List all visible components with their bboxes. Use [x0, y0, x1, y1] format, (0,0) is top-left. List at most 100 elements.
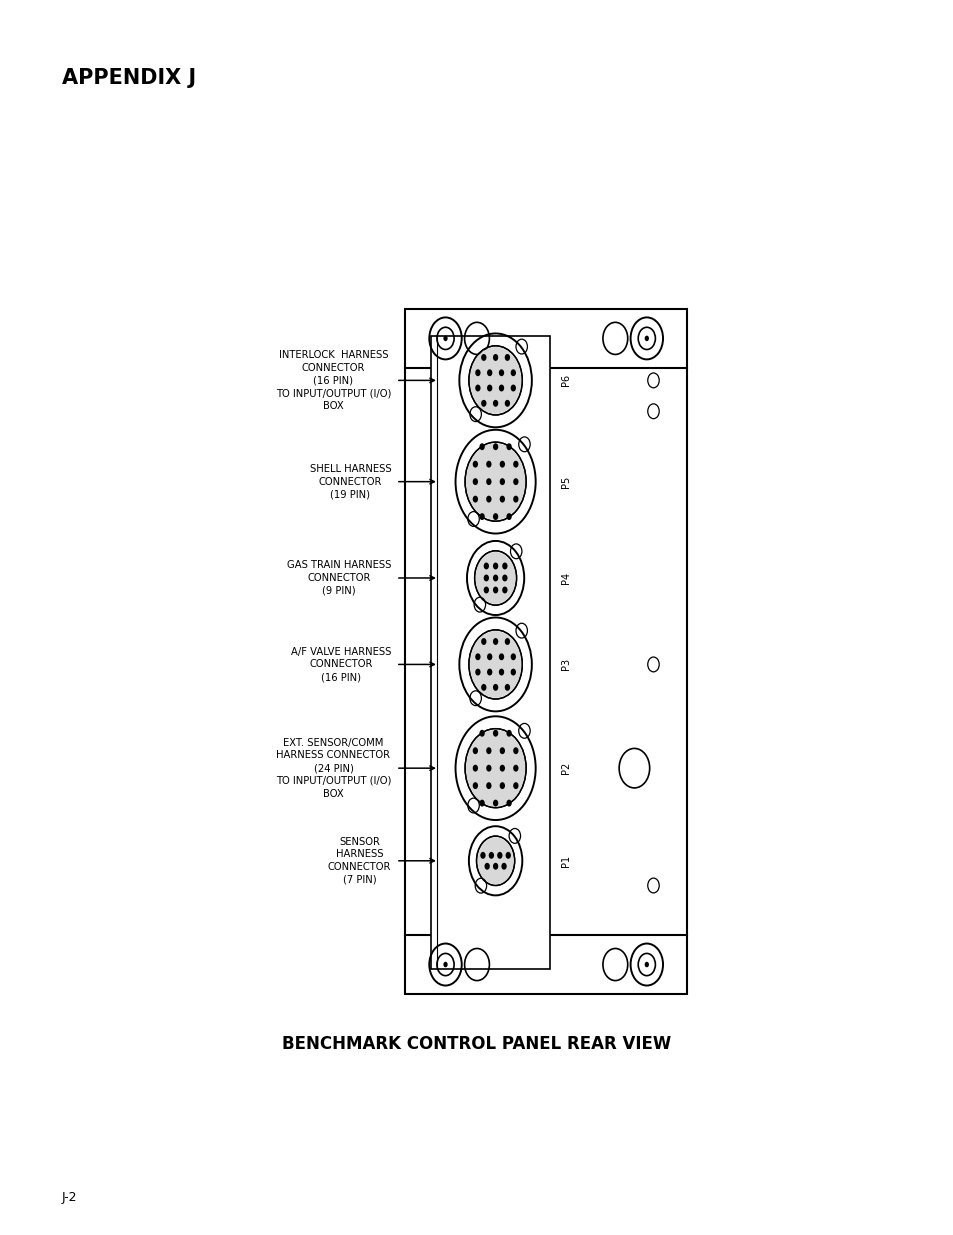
Circle shape	[513, 461, 518, 468]
Circle shape	[513, 782, 518, 789]
Circle shape	[506, 443, 511, 451]
Circle shape	[486, 747, 491, 755]
Circle shape	[510, 369, 516, 377]
Circle shape	[472, 747, 477, 755]
Circle shape	[475, 653, 480, 661]
Circle shape	[476, 837, 513, 884]
Circle shape	[480, 638, 486, 645]
Circle shape	[472, 782, 477, 789]
Circle shape	[475, 384, 480, 391]
Circle shape	[644, 336, 648, 341]
Circle shape	[465, 443, 524, 520]
Circle shape	[465, 730, 524, 806]
Circle shape	[493, 574, 497, 582]
Circle shape	[493, 638, 497, 645]
Circle shape	[443, 962, 447, 967]
Circle shape	[479, 513, 484, 520]
Circle shape	[501, 562, 507, 569]
Circle shape	[510, 668, 516, 676]
Circle shape	[498, 369, 503, 377]
Circle shape	[499, 461, 504, 468]
Circle shape	[479, 730, 484, 737]
Circle shape	[472, 495, 477, 503]
Circle shape	[501, 587, 507, 594]
Circle shape	[479, 852, 485, 858]
Circle shape	[499, 782, 504, 789]
Circle shape	[486, 495, 491, 503]
Bar	[431, 336, 550, 969]
Circle shape	[493, 863, 497, 869]
Circle shape	[480, 684, 486, 690]
Circle shape	[475, 369, 480, 377]
Circle shape	[472, 478, 477, 485]
Circle shape	[486, 764, 491, 772]
Circle shape	[479, 443, 484, 451]
Circle shape	[504, 684, 510, 690]
Circle shape	[472, 461, 477, 468]
Circle shape	[499, 764, 504, 772]
Text: P2: P2	[560, 762, 570, 774]
Circle shape	[513, 495, 518, 503]
Circle shape	[493, 443, 497, 451]
Circle shape	[501, 863, 506, 869]
Circle shape	[475, 668, 480, 676]
Circle shape	[513, 764, 518, 772]
Text: A/F VALVE HARNESS
CONNECTOR
(16 PIN): A/F VALVE HARNESS CONNECTOR (16 PIN)	[291, 647, 391, 682]
Circle shape	[493, 587, 497, 594]
Circle shape	[505, 852, 511, 858]
Circle shape	[506, 730, 511, 737]
Text: GAS TRAIN HARNESS
CONNECTOR
(9 PIN): GAS TRAIN HARNESS CONNECTOR (9 PIN)	[287, 561, 391, 595]
Text: P5: P5	[560, 475, 570, 488]
Circle shape	[486, 782, 491, 789]
Circle shape	[486, 478, 491, 485]
Circle shape	[493, 799, 497, 806]
Circle shape	[484, 863, 489, 869]
Circle shape	[504, 638, 510, 645]
Circle shape	[499, 495, 504, 503]
Circle shape	[504, 400, 510, 406]
Circle shape	[483, 574, 489, 582]
Text: INTERLOCK  HARNESS
CONNECTOR
(16 PIN)
TO INPUT/OUTPUT (I/O)
BOX: INTERLOCK HARNESS CONNECTOR (16 PIN) TO …	[275, 350, 391, 411]
Circle shape	[498, 384, 503, 391]
Circle shape	[443, 336, 447, 341]
Circle shape	[493, 684, 497, 690]
Text: BENCHMARK CONTROL PANEL REAR VIEW: BENCHMARK CONTROL PANEL REAR VIEW	[282, 1035, 671, 1052]
Text: J-2: J-2	[62, 1191, 77, 1204]
Circle shape	[480, 354, 486, 361]
Circle shape	[506, 799, 511, 806]
Circle shape	[487, 384, 492, 391]
Circle shape	[504, 354, 510, 361]
Circle shape	[483, 587, 489, 594]
Circle shape	[644, 962, 648, 967]
Text: EXT. SENSOR/COMM
HARNESS CONNECTOR
(24 PIN)
TO INPUT/OUTPUT (I/O)
BOX: EXT. SENSOR/COMM HARNESS CONNECTOR (24 P…	[275, 737, 391, 799]
Text: SENSOR
HARNESS
CONNECTOR
(7 PIN): SENSOR HARNESS CONNECTOR (7 PIN)	[328, 836, 391, 885]
Circle shape	[469, 631, 520, 698]
Circle shape	[498, 653, 503, 661]
Text: P6: P6	[560, 374, 570, 387]
Text: APPENDIX J: APPENDIX J	[62, 68, 196, 88]
Circle shape	[497, 852, 502, 858]
Circle shape	[499, 478, 504, 485]
Circle shape	[513, 478, 518, 485]
Circle shape	[483, 562, 489, 569]
Circle shape	[506, 513, 511, 520]
Text: P4: P4	[560, 572, 570, 584]
Text: SHELL HARNESS
CONNECTOR
(19 PIN): SHELL HARNESS CONNECTOR (19 PIN)	[309, 464, 391, 499]
Circle shape	[493, 562, 497, 569]
Circle shape	[475, 552, 515, 604]
Circle shape	[510, 653, 516, 661]
Text: P3: P3	[560, 658, 570, 671]
Circle shape	[499, 747, 504, 755]
Circle shape	[487, 369, 492, 377]
Circle shape	[493, 354, 497, 361]
Circle shape	[487, 668, 492, 676]
Bar	[405, 309, 686, 994]
Circle shape	[486, 461, 491, 468]
Circle shape	[493, 513, 497, 520]
Circle shape	[469, 347, 520, 414]
Circle shape	[472, 764, 477, 772]
Circle shape	[479, 799, 484, 806]
Text: P1: P1	[560, 855, 570, 867]
Circle shape	[493, 730, 497, 737]
Circle shape	[488, 852, 494, 858]
